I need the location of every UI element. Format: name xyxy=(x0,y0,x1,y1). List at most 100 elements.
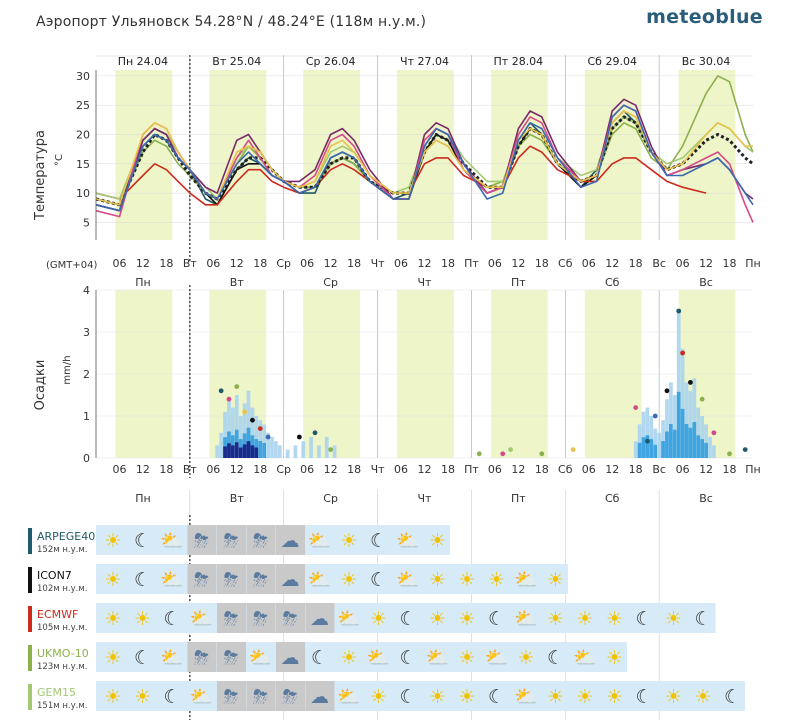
weather-icon: ☀ xyxy=(370,608,387,630)
precip-dot xyxy=(539,451,545,457)
precip-bar xyxy=(645,407,650,458)
weather-icon: ⛅ xyxy=(160,569,184,591)
x-tick-label: 18 xyxy=(535,463,549,476)
precip-bar-core xyxy=(688,427,693,458)
day-header: Сб 29.04 xyxy=(587,55,636,68)
y-tick-label: 0 xyxy=(83,452,90,465)
weather-icon: ☀ xyxy=(429,530,446,552)
model-name: ICON7 xyxy=(37,569,72,582)
y-tick-label: 5 xyxy=(83,216,90,229)
weather-icon: ☾ xyxy=(134,569,151,591)
weather-icon: ☀ xyxy=(488,569,505,591)
weather-icon: ⛈ xyxy=(282,686,297,708)
precip-bar xyxy=(285,449,290,458)
precip-bar xyxy=(704,424,708,458)
timezone-label: (GMT+04) xyxy=(46,260,97,271)
x-tick-label: 12 xyxy=(699,257,713,270)
weather-icon: ⛈ xyxy=(194,530,209,552)
weather-icon: ☀ xyxy=(458,686,475,708)
weather-icon: ☀ xyxy=(458,608,475,630)
model-color-marker xyxy=(28,684,32,710)
x-tick-label: 06 xyxy=(112,463,126,476)
day-label: Вс xyxy=(699,492,713,505)
weather-icon: ☁ xyxy=(310,608,329,630)
meteoblue-logo[interactable]: meteoblue xyxy=(646,6,763,28)
day-label: Вт xyxy=(230,276,245,289)
model-color-marker xyxy=(28,606,32,632)
precip-bar xyxy=(669,382,673,458)
weather-icon: ☾ xyxy=(488,608,505,630)
weather-icon: ☾ xyxy=(399,647,416,669)
precip-bar xyxy=(277,445,282,458)
x-tick-label: 06 xyxy=(300,257,314,270)
precip-bar xyxy=(696,407,701,458)
daylight-band xyxy=(490,70,548,240)
cloud-shade xyxy=(305,603,335,633)
precip-bar xyxy=(676,311,681,458)
weather-icon: ☀ xyxy=(665,608,682,630)
precip-dot xyxy=(570,447,576,452)
weather-icon: ⛈ xyxy=(282,608,297,630)
x-tick-label: 18 xyxy=(441,463,455,476)
daylight-band xyxy=(678,70,736,240)
day-label: Ср xyxy=(323,276,338,289)
x-tick-label: 18 xyxy=(159,463,173,476)
model-elevation: 105м н.у.м. xyxy=(37,623,87,633)
precip-dot xyxy=(328,447,334,452)
model-elevation: 152м н.у.м. xyxy=(37,545,87,555)
x-tick-label: 12 xyxy=(136,463,150,476)
precip-dot xyxy=(242,409,248,415)
x-tick-label: 12 xyxy=(699,463,713,476)
cloud-shade xyxy=(187,525,217,555)
precip-dot xyxy=(652,413,658,419)
day-label: Ср xyxy=(323,492,338,505)
weather-icon: ⛈ xyxy=(253,569,268,591)
weather-icon: ☁ xyxy=(281,647,300,669)
precip-bar xyxy=(223,411,227,458)
model-color-marker xyxy=(28,528,32,554)
precip-bar xyxy=(270,437,274,458)
cloud-shade xyxy=(217,642,246,672)
weather-icon: ☀ xyxy=(340,530,357,552)
precip-bar-core xyxy=(680,408,685,458)
day-header: Вс 30.04 xyxy=(682,55,731,68)
precip-bar xyxy=(665,399,669,458)
weather-icon: ☾ xyxy=(134,647,151,669)
precip-bar-core xyxy=(692,422,697,458)
y-tick-label: 10 xyxy=(76,187,90,200)
weather-icon: ⛅ xyxy=(160,647,184,669)
precip-bar-heavy xyxy=(234,442,239,458)
weather-icon: ⛅ xyxy=(308,530,332,552)
day-label: Вт xyxy=(230,492,245,505)
precip-bar xyxy=(262,424,267,458)
y-tick-label: 4 xyxy=(83,284,90,297)
x-tick-label: 12 xyxy=(605,463,619,476)
x-tick-label: 06 xyxy=(300,463,314,476)
x-tick-label: 06 xyxy=(582,257,596,270)
weather-icon: ☾ xyxy=(547,647,564,669)
daylight-band xyxy=(115,70,173,240)
x-tick-label: 18 xyxy=(347,463,361,476)
x-tick-label: Сб xyxy=(558,463,573,476)
x-tick-label: Чт xyxy=(371,257,386,270)
weather-icon: ☾ xyxy=(370,530,387,552)
y-tick-label: 25 xyxy=(76,99,90,112)
precip-bar-core xyxy=(700,439,705,458)
precip-bar-heavy xyxy=(242,444,247,458)
weather-icon: ☾ xyxy=(370,569,387,591)
weather-icon: ☾ xyxy=(399,608,416,630)
precip-bar xyxy=(688,390,693,458)
weather-icon: ⛈ xyxy=(194,569,209,591)
precip-bar-heavy xyxy=(254,447,259,458)
precip-dot xyxy=(688,380,693,385)
precip-bar-core xyxy=(665,431,669,458)
model-color-marker xyxy=(28,567,32,593)
weather-icon: ⛈ xyxy=(253,608,268,630)
model-name: UKMO-10 xyxy=(37,647,89,660)
weather-icon: ☀ xyxy=(458,647,475,669)
weather-icon: ⛈ xyxy=(223,686,238,708)
weather-icon: ☀ xyxy=(370,686,387,708)
weather-icon: ☾ xyxy=(635,608,652,630)
weather-icon: ☁ xyxy=(281,530,300,552)
weather-icon: ⛈ xyxy=(223,530,238,552)
